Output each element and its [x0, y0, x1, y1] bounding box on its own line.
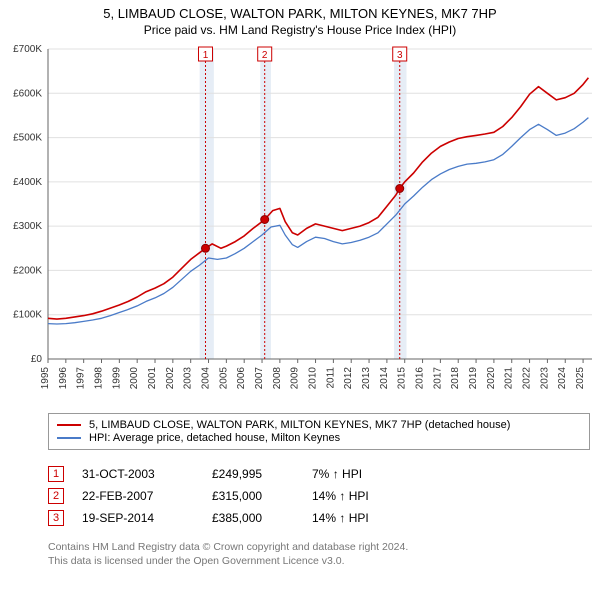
svg-text:2007: 2007	[254, 367, 265, 390]
svg-text:£600K: £600K	[13, 88, 42, 99]
svg-text:2002: 2002	[165, 367, 176, 390]
svg-text:2016: 2016	[415, 367, 426, 390]
event-pct-value: 7%	[312, 467, 329, 481]
svg-text:2005: 2005	[218, 367, 229, 390]
footer-line: Contains HM Land Registry data © Crown c…	[48, 540, 590, 554]
event-pct: 7% ↑ HPI	[312, 467, 452, 481]
event-suffix: HPI	[342, 467, 362, 481]
svg-text:2023: 2023	[539, 367, 550, 390]
svg-text:2010: 2010	[308, 367, 319, 390]
svg-text:2001: 2001	[147, 367, 158, 390]
svg-text:2024: 2024	[557, 367, 568, 390]
event-price: £315,000	[212, 489, 312, 503]
arrow-up-icon: ↑	[339, 489, 345, 503]
svg-text:2019: 2019	[468, 367, 479, 390]
chart-svg: £0 £100K £200K £300K £400K £500K £600K £700K 199…	[0, 39, 600, 409]
event-pct: 14% ↑ HPI	[312, 511, 452, 525]
legend-item: HPI: Average price, detached house, Milt…	[57, 432, 581, 444]
event-date: 22-FEB-2007	[82, 489, 212, 503]
svg-text:1: 1	[203, 50, 209, 61]
arrow-up-icon: ↑	[339, 511, 345, 525]
event-date: 31-OCT-2003	[82, 467, 212, 481]
svg-text:2020: 2020	[486, 367, 497, 390]
chart-title-block: 5, LIMBAUD CLOSE, WALTON PARK, MILTON KE…	[0, 0, 600, 39]
svg-text:2004: 2004	[201, 367, 212, 390]
svg-text:2018: 2018	[450, 367, 461, 390]
svg-text:2009: 2009	[290, 367, 301, 390]
chart-container: { "title": { "line1": "5, LIMBAUD CLOSE,…	[0, 0, 600, 590]
svg-text:2008: 2008	[272, 367, 283, 390]
svg-text:2015: 2015	[397, 367, 408, 390]
legend-swatch-red	[57, 424, 81, 426]
svg-text:2021: 2021	[504, 367, 515, 390]
svg-text:£200K: £200K	[13, 265, 42, 276]
svg-text:2003: 2003	[183, 367, 194, 390]
event-suffix: HPI	[349, 511, 369, 525]
svg-text:2006: 2006	[236, 367, 247, 390]
svg-text:1999: 1999	[111, 367, 122, 390]
event-date: 19-SEP-2014	[82, 511, 212, 525]
svg-text:£400K: £400K	[13, 177, 42, 188]
footer-line: This data is licensed under the Open Gov…	[48, 554, 590, 568]
svg-text:2017: 2017	[432, 367, 443, 390]
event-pct: 14% ↑ HPI	[312, 489, 452, 503]
svg-text:£500K: £500K	[13, 133, 42, 144]
event-pct-value: 14%	[312, 511, 336, 525]
svg-text:2013: 2013	[361, 367, 372, 390]
event-suffix: HPI	[349, 489, 369, 503]
legend-label: 5, LIMBAUD CLOSE, WALTON PARK, MILTON KE…	[89, 419, 510, 431]
svg-text:2012: 2012	[343, 367, 354, 390]
chart-subtitle: Price paid vs. HM Land Registry's House …	[0, 23, 600, 37]
event-row: 3 19-SEP-2014 £385,000 14% ↑ HPI	[48, 510, 590, 526]
svg-text:2: 2	[262, 50, 268, 61]
svg-text:2025: 2025	[575, 367, 586, 390]
legend-label: HPI: Average price, detached house, Milt…	[89, 432, 340, 444]
svg-text:1997: 1997	[76, 367, 87, 390]
event-row: 1 31-OCT-2003 £249,995 7% ↑ HPI	[48, 466, 590, 482]
svg-text:£0: £0	[31, 354, 43, 365]
svg-text:2011: 2011	[325, 367, 336, 389]
event-price: £249,995	[212, 467, 312, 481]
chart-legend: 5, LIMBAUD CLOSE, WALTON PARK, MILTON KE…	[48, 413, 590, 450]
arrow-up-icon: ↑	[333, 467, 339, 481]
chart-title: 5, LIMBAUD CLOSE, WALTON PARK, MILTON KE…	[0, 6, 600, 21]
svg-text:2022: 2022	[522, 367, 533, 390]
svg-text:1998: 1998	[94, 367, 105, 390]
svg-text:2014: 2014	[379, 367, 390, 390]
chart-plot-area: £0 £100K £200K £300K £400K £500K £600K £700K 199…	[0, 39, 600, 409]
svg-text:1996: 1996	[58, 367, 69, 390]
event-pct-value: 14%	[312, 489, 336, 503]
svg-text:£700K: £700K	[13, 44, 42, 55]
event-price: £385,000	[212, 511, 312, 525]
svg-text:£300K: £300K	[13, 221, 42, 232]
svg-text:2000: 2000	[129, 367, 140, 390]
legend-item: 5, LIMBAUD CLOSE, WALTON PARK, MILTON KE…	[57, 419, 581, 431]
event-table: 1 31-OCT-2003 £249,995 7% ↑ HPI 2 22-FEB…	[48, 460, 590, 532]
svg-text:1995: 1995	[40, 367, 51, 390]
svg-text:3: 3	[397, 50, 403, 61]
event-marker-icon: 3	[48, 510, 64, 526]
event-marker-icon: 1	[48, 466, 64, 482]
event-row: 2 22-FEB-2007 £315,000 14% ↑ HPI	[48, 488, 590, 504]
chart-footer: Contains HM Land Registry data © Crown c…	[48, 540, 590, 568]
event-marker-icon: 2	[48, 488, 64, 504]
svg-text:£100K: £100K	[13, 310, 42, 321]
legend-swatch-blue	[57, 437, 81, 439]
